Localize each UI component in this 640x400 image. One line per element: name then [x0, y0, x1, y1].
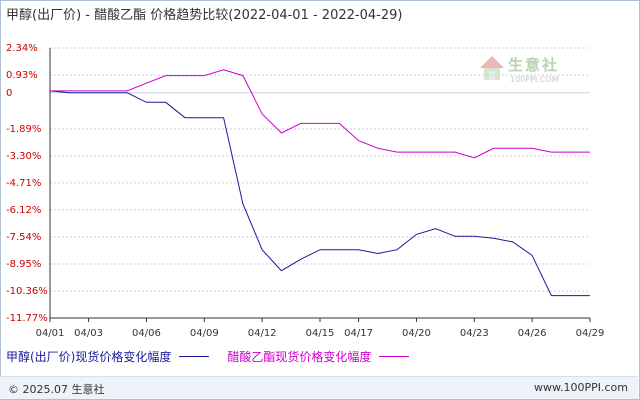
- x-tick-label: 04/20: [402, 328, 431, 339]
- y-tick-label: -11.77%: [6, 313, 48, 324]
- chart-title: 甲醇(出厂价) - 醋酸乙酯 价格趋势比较(2022-04-01 - 2022-…: [6, 8, 403, 23]
- x-tick-label: 04/09: [190, 328, 219, 339]
- y-tick-label: 2.34%: [6, 43, 38, 54]
- footer: © 2025.07 生意社 www.100PPI.com: [0, 376, 638, 399]
- y-tick-label: -6.12%: [6, 205, 41, 216]
- grid-layer: [50, 47, 590, 319]
- x-tick-label: 04/29: [576, 328, 605, 339]
- x-tick-label: 04/17: [344, 328, 373, 339]
- x-tick-label: 04/12: [248, 328, 277, 339]
- x-axis-ticks: 04/01 04/03 04/06 04/09 04/12 04/15 04/17 04/20…: [36, 318, 605, 339]
- y-tick-label: -3.30%: [6, 151, 41, 162]
- footer-copyright: © 2025.07 生意社: [8, 383, 105, 396]
- y-tick-label: 0: [6, 88, 12, 99]
- series-line-methanol: [49, 90, 590, 297]
- y-tick-label: -10.36%: [6, 286, 48, 297]
- x-tick-label: 04/01: [36, 328, 65, 339]
- legend-label-methanol: 甲醇(出厂价)现货价格变化幅度: [6, 350, 172, 364]
- legend-item-methanol: 甲醇(出厂价)现货价格变化幅度: [6, 348, 210, 365]
- y-tick-label: -7.54%: [6, 232, 41, 243]
- legend-item-ethyl-acetate: 醋酸乙酯现货价格变化幅度: [227, 348, 410, 365]
- x-tick-label: 04/06: [132, 328, 161, 339]
- x-tick-label: 04/15: [306, 328, 335, 339]
- series-line-ethyl-acetate: [50, 69, 590, 159]
- footer-site-link[interactable]: www.100PPI.com: [534, 381, 628, 394]
- x-tick-label: 04/03: [74, 328, 103, 339]
- y-tick-label: -4.71%: [6, 178, 41, 189]
- series-layer: [49, 69, 590, 297]
- legend-swatch-methanol: [179, 356, 210, 357]
- watermark: 生意社 100PPI.COM: [478, 54, 578, 94]
- x-tick-label: 04/23: [460, 328, 489, 339]
- y-tick-label: 0.93%: [6, 70, 38, 81]
- x-tick-label: 04/26: [518, 328, 547, 339]
- legend-label-ethyl-acetate: 醋酸乙酯现货价格变化幅度: [227, 350, 372, 364]
- y-tick-label: -8.95%: [6, 259, 41, 270]
- legend-swatch-ethyl-acetate: [379, 356, 410, 357]
- y-axis-ticks: 2.34% 0.93% 0 -1.89% -3.30% -4.71% -6.12% -7.54…: [6, 43, 48, 324]
- watermark-url: 100PPI.COM: [510, 75, 559, 84]
- house-logo-icon: [480, 56, 504, 80]
- legend: 甲醇(出厂价)现货价格变化幅度 醋酸乙酯现货价格变化幅度: [6, 348, 427, 365]
- y-tick-label: -1.89%: [6, 124, 41, 135]
- watermark-name: 生意社: [508, 56, 560, 74]
